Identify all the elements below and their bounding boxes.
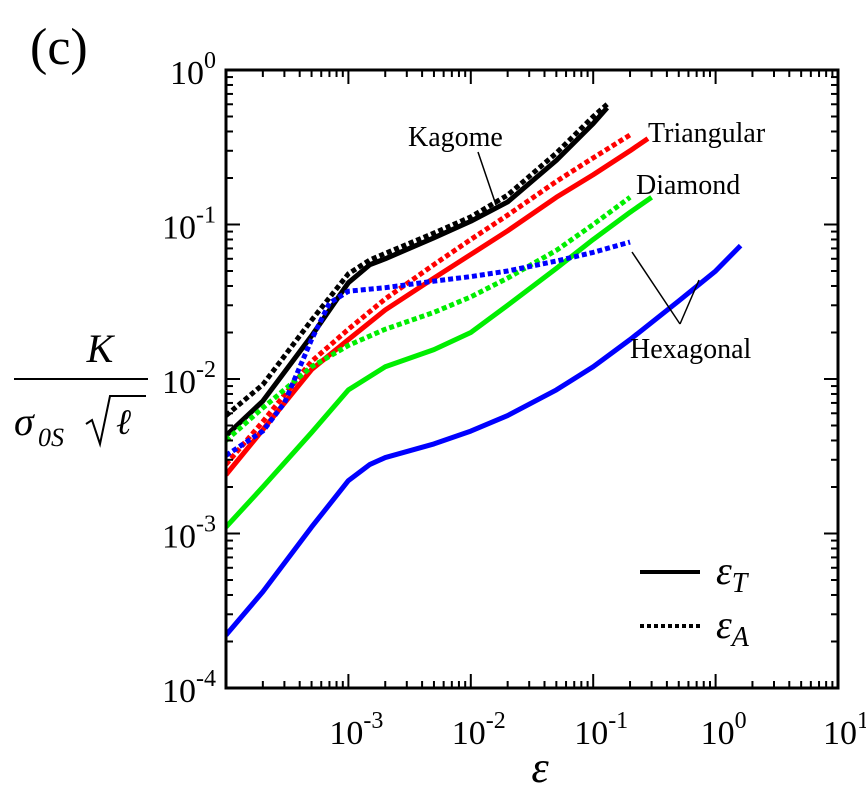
y-axis-label-denominator-subscript: 0S xyxy=(38,423,64,452)
y-axis-label: K σ 0S ℓ xyxy=(14,326,148,452)
annotation-triangular: Triangular xyxy=(648,118,766,149)
x-tick-label: 101 xyxy=(823,708,866,752)
annotation-hexagonal-pointer-b xyxy=(679,279,700,325)
legend: εT εA xyxy=(640,548,750,653)
panel-label: (c) xyxy=(30,19,88,76)
x-axis-label: ε xyxy=(531,743,549,792)
legend-label-solid: εT xyxy=(716,548,750,599)
legend-label-solid-sub: T xyxy=(732,568,750,599)
x-tick-label: 10-2 xyxy=(452,708,506,752)
x-tick-label: 100 xyxy=(701,708,747,752)
series-kagome-t xyxy=(226,106,610,438)
y-tick-label: 10-1 xyxy=(162,203,216,247)
series-hexagonal-a xyxy=(226,239,631,458)
y-tick-label: 10-2 xyxy=(162,357,216,401)
y-tick-label: 100 xyxy=(170,48,216,92)
x-tick-label: 10-1 xyxy=(574,708,628,752)
y-tick-label: 10-4 xyxy=(162,666,216,710)
y-axis-label-sqrt-sign xyxy=(85,395,146,448)
annotation-kagome-pointer xyxy=(477,151,497,206)
y-tick-label: 10-3 xyxy=(162,512,216,556)
annotation-kagome: Kagome xyxy=(408,122,503,153)
panel-label-text: (c) xyxy=(30,19,88,76)
legend-label-dotted-sub: A xyxy=(730,622,750,653)
annotation-diamond: Diamond xyxy=(636,170,740,201)
legend-label-dotted-main: ε xyxy=(716,602,732,647)
series-triangular-t xyxy=(226,136,650,477)
annotation-hexagonal: Hexagonal xyxy=(630,334,752,365)
legend-label-solid-main: ε xyxy=(716,548,732,593)
annotations: Kagome Triangular Diamond Hexagonal xyxy=(408,118,766,365)
annotation-hexagonal-pointer-a xyxy=(631,251,681,325)
x-tick-label: 10-3 xyxy=(329,708,383,752)
y-axis-label-radicand: ℓ xyxy=(116,402,131,442)
y-axis-label-denominator-symbol: σ xyxy=(14,399,35,444)
legend-label-dotted: εA xyxy=(716,602,750,653)
y-axis-label-numerator: K xyxy=(86,326,116,371)
series-kagome-a xyxy=(226,102,609,418)
series-hexagonal-t xyxy=(226,243,743,637)
series-diamond-t xyxy=(226,195,654,529)
series-triangular-a xyxy=(226,132,632,467)
